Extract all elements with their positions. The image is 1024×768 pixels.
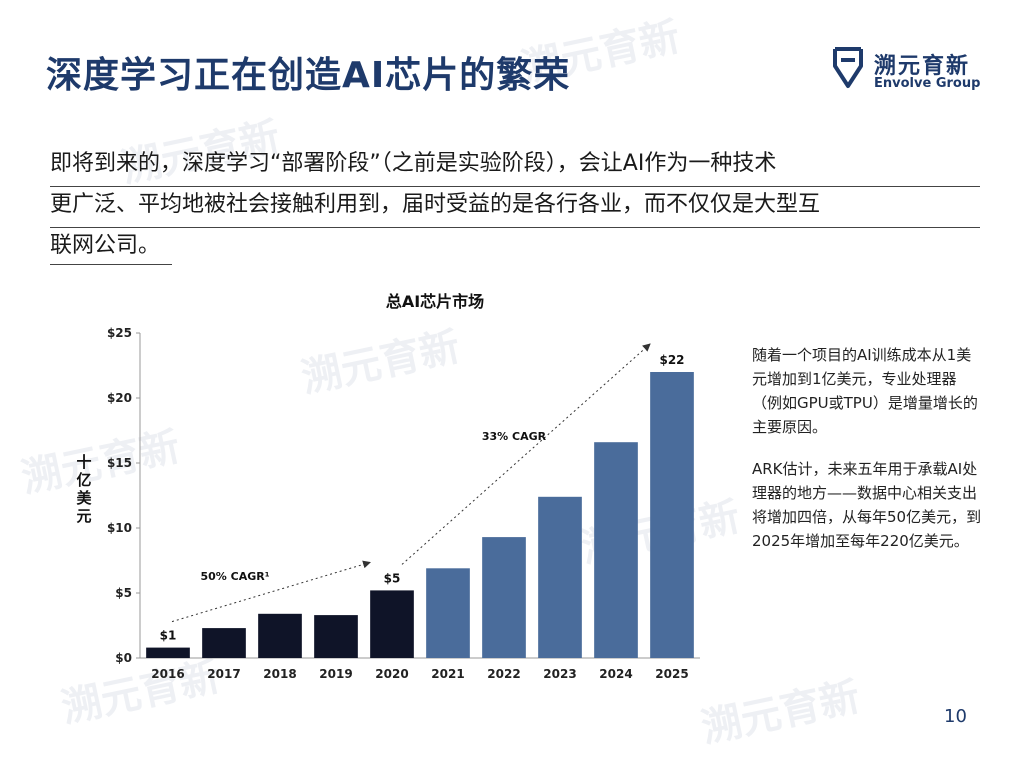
x-tick-label: 2025 [655, 667, 688, 681]
y-tick-label: $5 [115, 586, 132, 600]
x-tick-label: 2024 [599, 667, 632, 681]
y-tick-label: $0 [115, 651, 132, 665]
cagr-label: 33% CAGR [482, 430, 547, 443]
y-tick-label: $15 [107, 456, 132, 470]
bar-2017 [202, 628, 246, 658]
bar-2016 [146, 647, 190, 658]
bar-2018 [258, 613, 302, 658]
y-axis-label: 十亿美元 [76, 453, 92, 525]
bar-2020 [370, 590, 414, 658]
data-label: $22 [659, 353, 684, 367]
side-note-paragraph: ARK估计，未来五年用于承载AI处理器的地方——数据中心相关支出将增加四倍，从每… [752, 460, 982, 550]
intro-line: 更广泛、平均地被社会接触利用到，届时受益的是各行各业，而不仅仅是大型互 [50, 187, 980, 228]
x-tick-label: 2023 [543, 667, 576, 681]
y-tick-label: $25 [107, 326, 132, 340]
slide-title: 深度学习正在创造AI芯片的繁荣 [46, 55, 571, 96]
y-tick-label: $20 [107, 391, 132, 405]
chart-annotations: 50% CAGR¹ 33% CAGR [171, 343, 651, 623]
page-number: 10 [944, 706, 967, 727]
side-note-paragraph: 随着一个项目的AI训练成本从1美元增加到1亿美元，专业处理器（例如GPU或TPU… [752, 346, 978, 436]
intro-line: 联网公司。 [50, 228, 173, 265]
bar-2019 [314, 615, 358, 658]
x-tick-label: 2020 [375, 667, 408, 681]
x-tick-label: 2019 [319, 667, 352, 681]
logo-text-cn: 溯元育新 [874, 54, 971, 79]
x-tick-label: 2022 [487, 667, 520, 681]
watermark: 溯元育新 [697, 673, 864, 753]
bar-2022 [482, 537, 526, 658]
logo-mark-icon [833, 47, 863, 88]
x-tick-label: 2017 [207, 667, 240, 681]
x-tick-label: 2016 [151, 667, 184, 681]
chart-labels: 2016 2017 2018 2019 2020 2021 2022 2023 2024 2025… [151, 353, 688, 681]
chart-title: 总AI芯片市场 [386, 292, 484, 311]
chart-bars [146, 372, 694, 658]
cagr-label: 50% CAGR¹ [200, 570, 269, 583]
logo-text-en: Envolve Group [874, 76, 981, 91]
company-logo: 溯元育新 Envolve Group [832, 44, 982, 94]
data-label: $5 [384, 571, 401, 585]
side-note: 随着一个项目的AI训练成本从1美元增加到1亿美元，专业处理器（例如GPU或TPU… [752, 343, 982, 571]
x-tick-label: 2021 [431, 667, 464, 681]
bar-2021 [426, 568, 470, 658]
x-tick-label: 2018 [263, 667, 296, 681]
y-tick-label: $10 [107, 521, 132, 535]
ai-chip-market-chart: 总AI芯片市场 十亿美元 $0$5$10$15$20$25 2016 2017 20… [76, 292, 700, 681]
cagr-arrow [401, 343, 651, 565]
bar-2023 [538, 496, 582, 658]
bar-2024 [594, 442, 638, 658]
intro-line: 即将到来的，深度学习“部署阶段”（之前是实验阶段），会让AI作为一种技术 [50, 146, 980, 187]
data-label: $1 [160, 629, 177, 643]
bar-2025 [650, 372, 694, 658]
intro-paragraph: 即将到来的，深度学习“部署阶段”（之前是实验阶段），会让AI作为一种技术 更广泛… [50, 146, 980, 265]
